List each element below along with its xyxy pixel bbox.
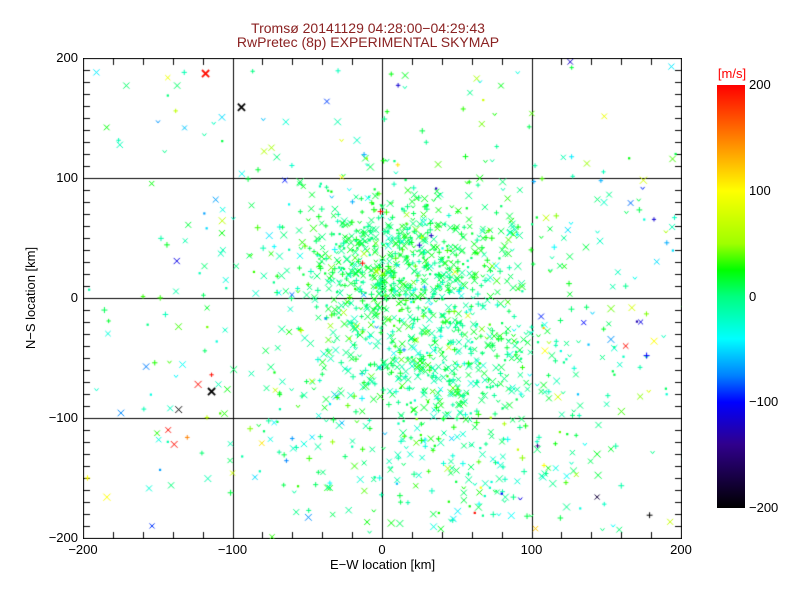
- colorbar-gradient: [717, 85, 745, 508]
- y-tick-label: 0: [70, 290, 78, 305]
- colorbar-tick-label: 0: [749, 288, 757, 304]
- y-axis-label: N−S location [km]: [23, 246, 38, 350]
- plot-title-line2: RwPretec (8p) EXPERIMENTAL SKYMAP: [236, 34, 500, 50]
- x-tick-label: 100: [520, 542, 543, 557]
- plot-title: Tromsø 20141129 04:28:00−04:29:43 RwPret…: [83, 21, 653, 49]
- x-tick-label: −200: [68, 542, 98, 557]
- y-tick-label: 100: [56, 170, 78, 185]
- y-tick-label: −200: [48, 530, 78, 545]
- colorbar-tick-label: 100: [749, 182, 771, 198]
- colorbar-tick-label: −200: [749, 500, 779, 515]
- colorbar-unit-label: [m/s]: [717, 66, 747, 81]
- plot-title-line1: Tromsø 20141129 04:28:00−04:29:43: [251, 20, 485, 36]
- colorbar-tick-label: −100: [749, 394, 779, 410]
- x-tick-label: −100: [217, 542, 248, 557]
- y-tick-label: 200: [56, 50, 78, 65]
- colorbar-tick-label: 200: [749, 77, 771, 92]
- x-tick-label: 0: [378, 542, 386, 557]
- skymap-plot: [83, 58, 682, 539]
- y-tick-label: −100: [48, 410, 78, 425]
- x-axis-label: E−W location [km]: [329, 557, 436, 572]
- x-tick-label: 200: [670, 542, 692, 557]
